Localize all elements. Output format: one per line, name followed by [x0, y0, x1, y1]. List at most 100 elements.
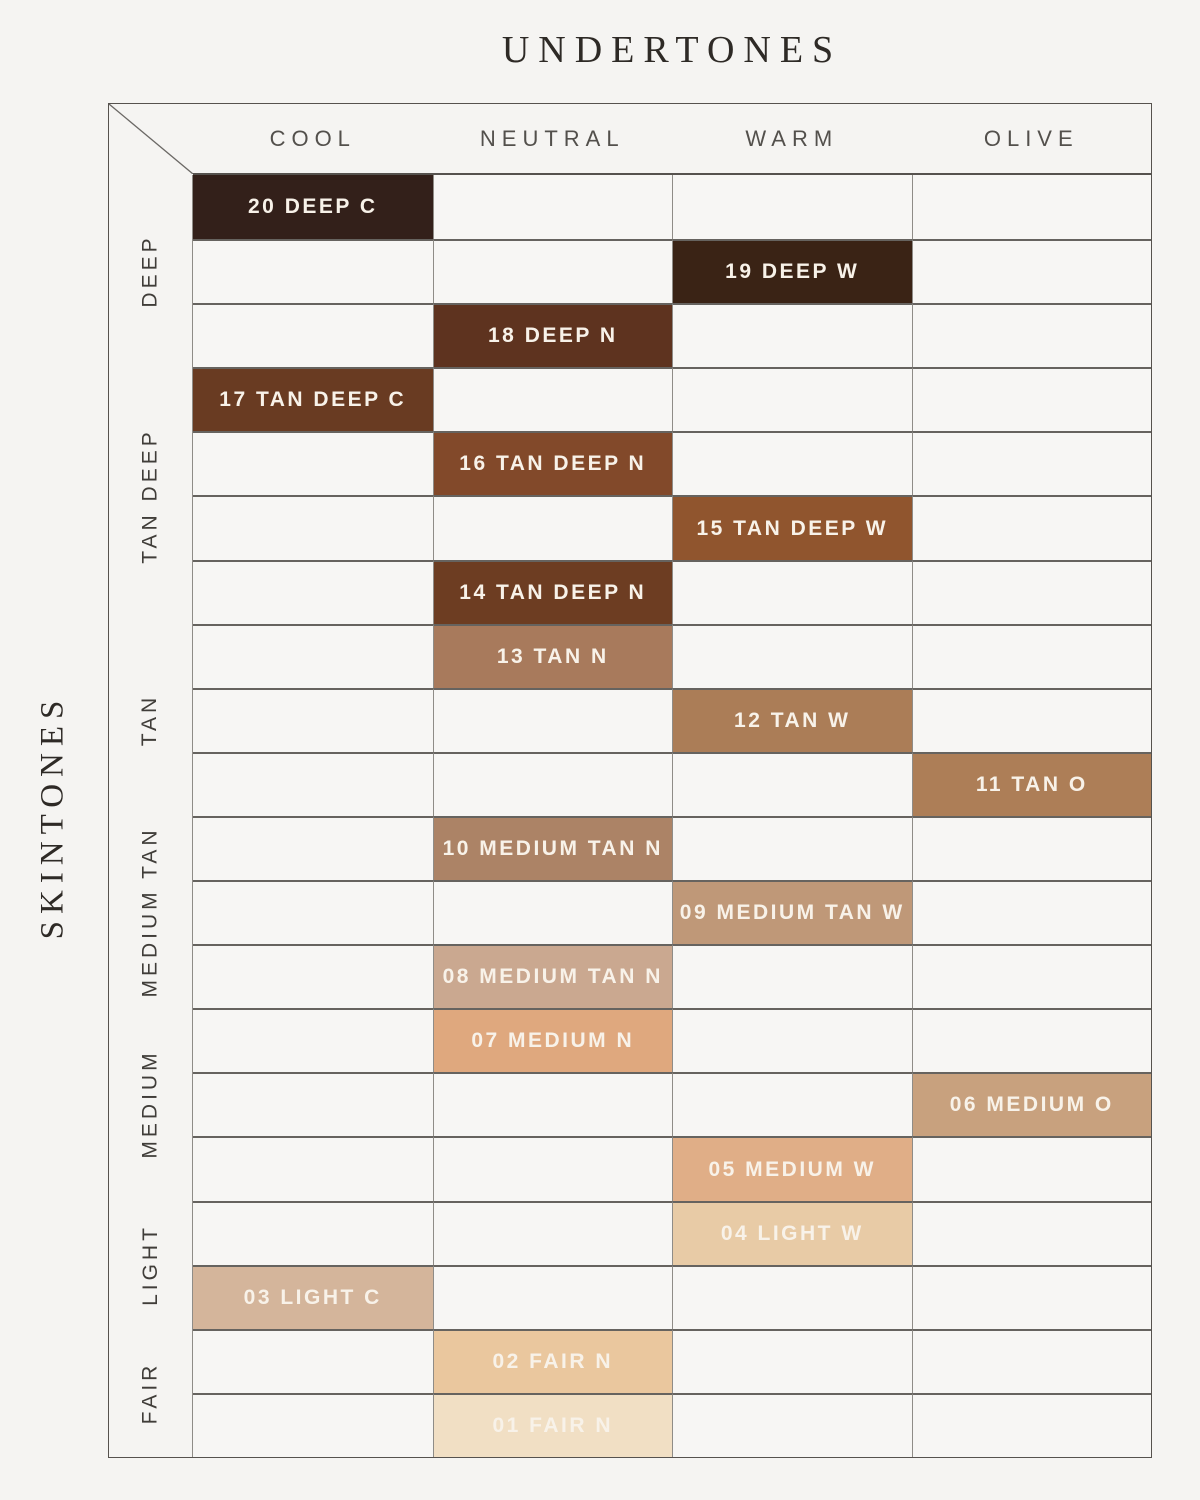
shade-cell-01-fair-n: 01 FAIR N	[432, 1392, 672, 1457]
skintone-group-label: MEDIUM TAN	[138, 826, 162, 998]
empty-cell-r7-c1	[193, 559, 433, 624]
skintone-group-deep: DEEP	[109, 175, 192, 367]
empty-cell-r10-c1	[193, 751, 433, 816]
empty-cell-r2-c1	[193, 239, 433, 304]
empty-cell-r11-c3	[672, 815, 912, 881]
undertone-header-warm: WARM	[745, 125, 839, 151]
empty-cell-r2-c4	[911, 239, 1151, 304]
shade-cell-17-tan-deep-c: 17 TAN DEEP C	[193, 367, 433, 432]
shade-cell-16-tan-deep-n: 16 TAN DEEP N	[432, 431, 672, 496]
corner-diagonal	[109, 104, 193, 174]
empty-cell-r18-c3	[672, 1264, 912, 1329]
empty-cell-r15-c2	[432, 1072, 672, 1137]
shade-label: 12 TAN W	[734, 708, 851, 732]
empty-cell-r14-c3	[672, 1008, 912, 1073]
empty-cell-r9-c2	[432, 687, 672, 752]
empty-cell-r19-c3	[672, 1328, 912, 1393]
skintone-group-tan: TAN	[109, 624, 192, 816]
shade-label: 04 LIGHT W	[720, 1221, 864, 1245]
undertones-title: UNDERTONES	[501, 29, 843, 71]
skintone-group-label: LIGHT	[138, 1223, 162, 1306]
shade-cell-08-medium-tan-n: 08 MEDIUM TAN N	[432, 944, 672, 1009]
empty-cell-r13-c4	[911, 944, 1151, 1009]
empty-cell-r7-c3	[672, 559, 912, 624]
empty-cell-r19-c4	[911, 1328, 1151, 1393]
skintone-group-label: FAIR	[138, 1361, 162, 1425]
undertone-header-cool: COOL	[269, 125, 356, 151]
skintone-group-medium: MEDIUM	[109, 1008, 192, 1200]
skintone-group-label: DEEP	[138, 234, 162, 308]
shade-label: 03 LIGHT C	[243, 1285, 382, 1309]
shade-label: 19 DEEP W	[725, 260, 860, 284]
undertone-header-neutral: NEUTRAL	[479, 125, 625, 151]
skintone-group-fair: FAIR	[109, 1329, 192, 1457]
empty-cell-r10-c2	[432, 751, 672, 816]
empty-cell-r20-c4	[911, 1392, 1151, 1457]
skintone-group-light: LIGHT	[109, 1201, 192, 1329]
empty-cell-r6-c1	[193, 495, 433, 560]
empty-cell-r20-c3	[672, 1392, 912, 1457]
skintones-title: SKINTONES	[34, 693, 71, 939]
shade-cell-19-deep-w: 19 DEEP W	[672, 239, 912, 304]
empty-cell-r5-c4	[911, 431, 1151, 496]
empty-cell-r12-c2	[432, 880, 672, 945]
shade-cell-05-medium-w: 05 MEDIUM W	[672, 1136, 912, 1201]
empty-cell-r13-c3	[672, 944, 912, 1009]
shade-grid: 20 DEEP C 19 DEEP W 18 DEEP N 17 TAN DEEP C…	[193, 175, 1151, 1457]
empty-cell-r6-c4	[911, 495, 1151, 560]
shade-cell-15-tan-deep-w: 15 TAN DEEP W	[672, 495, 912, 560]
empty-cell-r7-c4	[911, 559, 1151, 624]
shade-label: 07 MEDIUM N	[471, 1029, 635, 1053]
empty-cell-r15-c3	[672, 1072, 912, 1137]
empty-cell-r16-c4	[911, 1136, 1151, 1201]
empty-cell-r10-c3	[672, 751, 912, 816]
shade-cell-14-tan-deep-n: 14 TAN DEEP N	[432, 559, 672, 624]
shade-label: 20 DEEP C	[248, 195, 378, 219]
empty-cell-r5-c1	[193, 431, 433, 496]
shade-label: 16 TAN DEEP N	[459, 452, 647, 476]
shade-label: 08 MEDIUM TAN N	[442, 965, 663, 989]
empty-cell-r11-c4	[911, 815, 1151, 881]
shade-label: 09 MEDIUM TAN W	[679, 901, 905, 925]
empty-cell-r12-c1	[193, 880, 433, 945]
empty-cell-r12-c4	[911, 880, 1151, 945]
skintones-label-column: DEEP TAN DEEP TAN MEDIUM TAN MEDIUM LIGHT FAIR	[109, 175, 193, 1457]
empty-cell-r2-c2	[432, 239, 672, 304]
empty-cell-r8-c4	[911, 623, 1151, 688]
empty-cell-r1-c2	[432, 175, 672, 240]
skintone-group-tan-deep: TAN DEEP	[109, 367, 192, 623]
shade-label: 11 TAN O	[975, 772, 1088, 796]
shade-table: COOL NEUTRAL WARM OLIVE DEEP TAN DEEP TAN MEDI…	[108, 103, 1152, 1458]
shade-label: 05 MEDIUM W	[708, 1157, 876, 1181]
shade-cell-12-tan-w: 12 TAN W	[672, 687, 912, 752]
empty-cell-r6-c2	[432, 495, 672, 560]
empty-cell-r17-c4	[911, 1200, 1151, 1265]
empty-cell-r14-c4	[911, 1008, 1151, 1073]
empty-cell-r18-c4	[911, 1264, 1151, 1329]
skintone-group-label: TAN DEEP	[138, 427, 162, 564]
corner-diagonal-line	[109, 104, 193, 174]
shade-cell-13-tan-n: 13 TAN N	[432, 623, 672, 688]
empty-cell-r14-c1	[193, 1008, 433, 1073]
shade-cell-03-light-c: 03 LIGHT C	[193, 1264, 433, 1329]
shade-label: 17 TAN DEEP C	[219, 388, 407, 412]
skintones-title-wrap: SKINTONES	[0, 174, 106, 1458]
shade-cell-02-fair-n: 02 FAIR N	[432, 1328, 672, 1393]
shade-label: 18 DEEP N	[488, 324, 618, 348]
empty-cell-r11-c1	[193, 815, 433, 881]
shade-label: 06 MEDIUM O	[949, 1093, 1114, 1117]
shade-cell-09-medium-tan-w: 09 MEDIUM TAN W	[672, 880, 912, 945]
undertone-header-olive: OLIVE	[983, 125, 1079, 151]
shade-label: 15 TAN DEEP W	[696, 516, 889, 540]
empty-cell-r19-c1	[193, 1328, 433, 1393]
empty-cell-r5-c3	[672, 431, 912, 496]
empty-cell-r18-c2	[432, 1264, 672, 1329]
skintone-group-label: TAN	[138, 693, 162, 747]
empty-cell-r3-c3	[672, 303, 912, 368]
undertones-header-row: COOL NEUTRAL WARM OLIVE	[193, 104, 1151, 175]
shade-cell-11-tan-o: 11 TAN O	[911, 751, 1151, 816]
skintone-group-medium-tan: MEDIUM TAN	[109, 816, 192, 1008]
empty-cell-r15-c1	[193, 1072, 433, 1137]
empty-cell-r17-c2	[432, 1200, 672, 1265]
